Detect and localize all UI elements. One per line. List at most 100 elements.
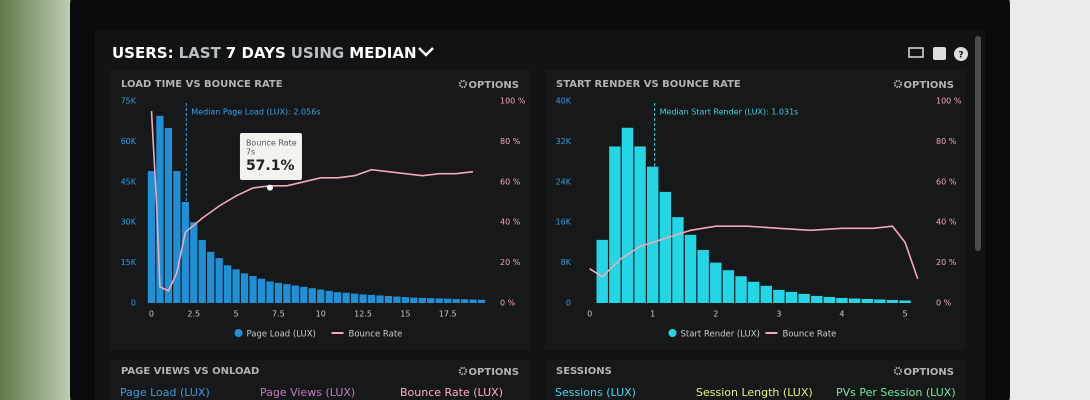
y-tick-label: 15K [121,258,137,267]
y-tick-label: 24K [556,177,572,186]
bar [773,289,785,303]
bar [848,298,861,303]
options-button[interactable]: OPTIONS [469,80,519,91]
dashboard-title[interactable]: USERS: LAST 7 DAYS USING MEDIAN [112,44,417,62]
help-mark: ? [958,51,963,61]
bar [444,298,452,303]
bar [823,296,836,303]
y-tick-label: 16K [556,218,572,227]
dropdown-icon[interactable] [418,47,434,57]
bar [874,299,886,303]
title-part: LAST [179,44,222,62]
bar [747,281,760,303]
legend-label[interactable]: Page Load (LUX) [247,330,316,340]
title-part: USING [291,44,344,62]
bar [647,166,659,303]
monitor-icon[interactable] [908,47,924,58]
legend-label[interactable]: Start Render (LUX) [681,330,760,340]
title-part: USERS: [112,44,174,62]
bar [760,285,772,303]
bar [291,285,299,303]
x-tick-label: 1 [650,310,655,319]
y-tick-label: 8K [561,258,572,267]
legend-label[interactable]: Page Views (LUX) [260,386,355,399]
bar [659,191,672,303]
x-tick-label: 2.5 [187,310,200,319]
legend-marker [668,329,677,337]
bar [672,217,684,303]
bar [198,239,206,303]
bar [596,239,608,303]
x-tick-label: 17.5 [439,310,457,319]
y2-tick-label: 0 % [936,299,952,308]
bar [452,298,460,303]
x-tick-label: 0 [587,310,592,319]
help-icon[interactable] [954,47,968,61]
gear-icon[interactable] [458,366,468,376]
tooltip-point [266,184,273,191]
gear-icon[interactable] [893,366,903,376]
bar [861,298,873,303]
legend-label[interactable]: Page Load (LUX) [120,386,210,399]
y-tick-label: 0 [131,299,136,308]
bar [621,127,634,303]
bar [427,298,435,303]
y-tick-label: 40K [556,97,572,106]
legend-label[interactable]: Bounce Rate [349,330,403,340]
y-tick-label: 30K [121,218,137,227]
x-tick-label: 12.5 [354,310,372,319]
bar [460,299,469,303]
legend-label[interactable]: Session Length (LUX) [696,386,813,399]
options-button[interactable]: OPTIONS [904,80,954,91]
options-button[interactable]: OPTIONS [904,367,954,378]
line [150,111,474,292]
bar [477,299,486,303]
x-tick-label: 7.5 [272,310,285,319]
bar [300,286,308,303]
bar [899,300,911,303]
options-button[interactable]: OPTIONS [469,367,519,378]
tooltip-box [239,133,302,180]
panel [545,360,965,400]
x-tick-label: 4 [839,310,844,319]
bar [435,298,443,303]
bar [393,296,401,303]
x-tick-label: 0 [149,310,154,319]
y2-tick-label: 20 % [936,258,957,267]
y2-tick-label: 80 % [500,137,521,146]
y2-tick-label: 100 % [936,97,962,106]
legend-label[interactable]: Bounce Rate [783,330,837,340]
bar [308,288,316,303]
share-icon[interactable] [933,47,946,60]
panel-title: SESSIONS [556,366,612,377]
title-part: 7 DAYS [226,44,286,62]
bar [836,297,848,303]
bar [710,262,722,303]
bar [181,202,189,303]
x-tick-label: 15 [400,310,410,319]
bar [410,297,418,303]
bar [684,234,697,303]
legend-label[interactable]: Bounce Rate (LUX) [400,386,503,399]
bar [232,269,240,303]
line [589,225,919,280]
x-tick-label: 2 [713,310,718,319]
gear-icon[interactable] [893,79,903,89]
tooltip-value: 57.1% [246,158,295,174]
legend-label[interactable]: PVs Per Session (LUX) [836,386,956,399]
y2-tick-label: 40 % [500,218,521,227]
bar [283,284,291,303]
scrollbar[interactable] [975,36,981,251]
y2-tick-label: 100 % [500,97,526,106]
bar [418,297,426,303]
bar [811,295,823,303]
bar [190,222,198,303]
tooltip-subtitle: 7s [246,148,255,157]
x-tick-label: 5 [903,310,908,319]
bar [317,289,325,303]
panel-title: PAGE VIEWS VS ONLOAD [121,366,259,377]
bar [384,295,393,303]
legend-label[interactable]: Sessions (LUX) [555,386,636,399]
